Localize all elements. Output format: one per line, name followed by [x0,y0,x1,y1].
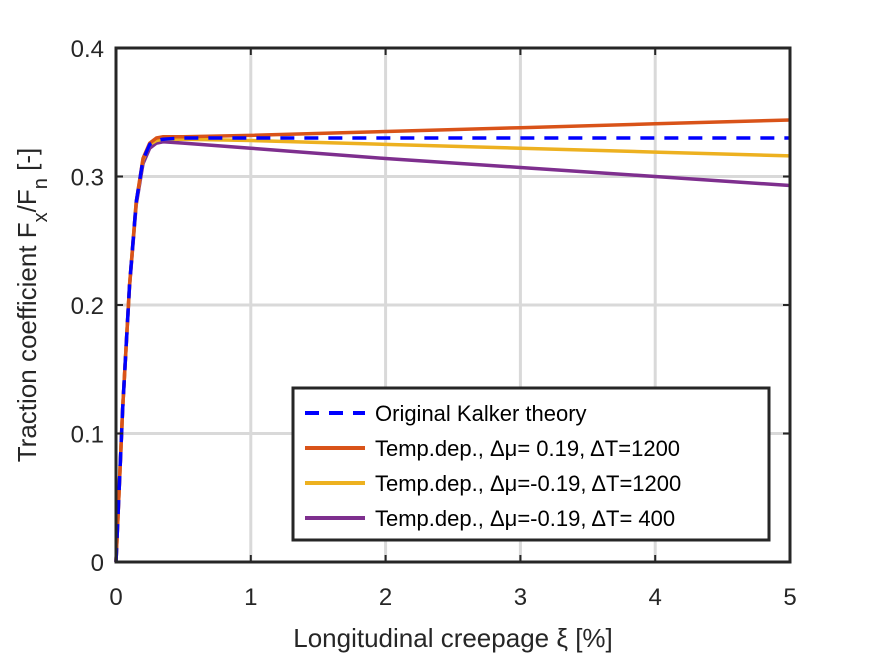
y-tick-label: 0 [91,550,104,577]
x-tick-label: 0 [109,584,122,611]
legend-label-3: Temp.dep., Δμ=-0.19, ΔT=1200 [375,471,681,496]
series-line-1 [114,136,790,563]
y-tick-label: 0.4 [71,36,104,63]
x-tick-label: 1 [244,584,257,611]
y-label-sub-x: x [30,212,52,222]
legend-label-2: Temp.dep., Δμ= 0.19, ΔT=1200 [375,436,680,461]
y-tick-label: 0.2 [71,293,104,320]
x-axis-label: Longitudinal creepage ξ [%] [293,623,613,653]
x-tick-label: 3 [514,584,527,611]
x-tick-labels: 0 1 2 3 4 5 [109,584,796,611]
tick-marks [115,47,791,563]
y-label-sub-n: n [30,178,52,189]
x-tick-label: 2 [379,584,392,611]
legend-label-4: Temp.dep., Δμ=-0.19, ΔT= 400 [375,506,675,531]
y-label-unit: [-] [12,148,42,178]
y-label-lead: Traction coefficient F [12,222,42,462]
y-axis-label: Traction coefficient Fx/Fn [-] [12,148,52,462]
y-label-slash: /F [12,189,42,212]
legend-box [291,386,771,542]
series-lines [114,118,791,563]
y-tick-labels: 0 0.1 0.2 0.3 0.4 [71,36,104,577]
legend: Original Kalker theory Temp.dep., Δμ= 0.1… [291,386,771,542]
y-tick-label: 0.1 [71,422,104,449]
x-tick-label: 5 [783,584,796,611]
y-tick-label: 0.3 [71,165,104,192]
x-tick-label: 4 [649,584,662,611]
legend-label-1: Original Kalker theory [375,401,587,426]
